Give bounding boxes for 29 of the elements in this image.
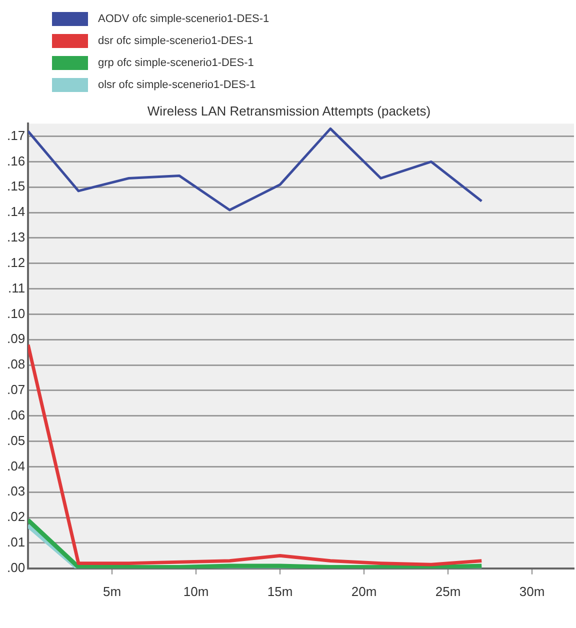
y-tick-label: .04 <box>6 458 26 474</box>
legend-label: AODV ofc simple-scenerio1-DES-1 <box>98 13 270 25</box>
y-tick-label: .01 <box>6 534 26 550</box>
y-tick-label: .09 <box>6 331 26 346</box>
y-tick-label: .12 <box>6 254 26 270</box>
y-tick-label: .16 <box>6 153 26 168</box>
y-tick-label: .07 <box>6 382 26 398</box>
x-tick-label: 5m <box>103 584 122 599</box>
x-tick-label: 10m <box>183 584 209 599</box>
y-tick-label: .11 <box>8 280 26 296</box>
y-tick-label: .14 <box>6 204 26 220</box>
legend-label: grp ofc simple-scenerio1-DES-1 <box>98 57 254 69</box>
legend-label: dsr ofc simple-scenerio1-DES-1 <box>98 35 254 47</box>
x-tick-label: 20m <box>351 584 377 599</box>
x-tick-label: 15m <box>267 584 293 599</box>
y-tick-label: .15 <box>6 178 26 194</box>
y-tick-label: .03 <box>6 484 26 499</box>
x-tick-label: 30m <box>519 584 545 599</box>
y-tick-label: .17 <box>6 128 26 143</box>
chart-title: Wireless LAN Retransmission Attempts (packets) <box>147 103 431 118</box>
y-tick-label: .13 <box>6 230 26 245</box>
y-tick-label: .08 <box>6 356 26 372</box>
legend-label: olsr ofc simple-scenerio1-DES-1 <box>98 79 256 91</box>
y-tick-label: .02 <box>6 509 26 524</box>
y-tick-label: .06 <box>6 407 26 422</box>
x-tick-label: 25m <box>435 584 461 599</box>
y-tick-label: .00 <box>6 560 26 575</box>
y-tick-label: .05 <box>6 432 26 448</box>
y-tick-label: .10 <box>6 306 26 321</box>
